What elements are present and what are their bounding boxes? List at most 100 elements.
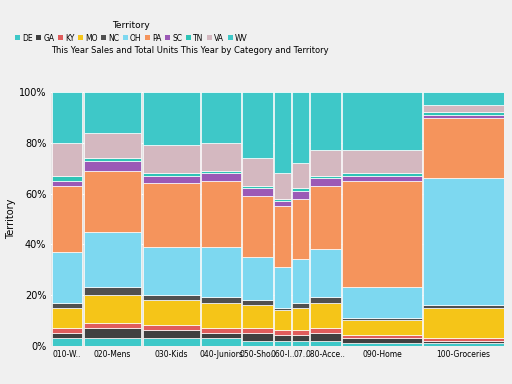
Bar (292, 260, 309, 303)
Bar (242, 305, 272, 328)
Bar (274, 341, 291, 346)
Bar (274, 267, 291, 308)
Bar (274, 336, 291, 341)
Bar (310, 151, 340, 176)
Bar (242, 300, 272, 305)
Bar (142, 176, 200, 184)
Bar (142, 184, 200, 247)
Bar (310, 176, 340, 178)
Bar (310, 186, 340, 249)
Bar (201, 338, 241, 346)
Bar (423, 308, 504, 338)
Bar (242, 328, 272, 333)
Bar (242, 196, 272, 257)
Bar (142, 146, 200, 173)
Bar (242, 189, 272, 196)
Bar (142, 338, 200, 346)
Bar (292, 341, 309, 346)
Bar (423, 113, 504, 115)
Legend: DE, GA, KY, MO, NC, OH, PA, SC, TN, VA, WV: DE, GA, KY, MO, NC, OH, PA, SC, TN, VA, … (14, 20, 248, 43)
Y-axis label: Territory: Territory (6, 199, 16, 239)
Bar (83, 158, 141, 161)
Bar (83, 133, 141, 158)
Text: This Year Sales and Total Units This Year by Category and Territory: This Year Sales and Total Units This Yea… (51, 46, 329, 55)
Bar (83, 171, 141, 232)
Bar (423, 343, 504, 346)
Bar (52, 186, 82, 252)
Bar (342, 92, 422, 151)
Bar (310, 92, 340, 151)
Bar (292, 303, 309, 308)
Bar (342, 287, 422, 318)
Bar (52, 303, 82, 308)
Bar (52, 338, 82, 346)
Bar (201, 333, 241, 338)
Bar (201, 298, 241, 303)
Bar (52, 328, 82, 333)
Bar (423, 118, 504, 178)
Bar (83, 323, 141, 328)
Bar (342, 343, 422, 346)
Bar (342, 176, 422, 181)
Bar (310, 333, 340, 341)
Bar (274, 206, 291, 267)
Bar (423, 92, 504, 105)
Bar (310, 298, 340, 303)
Bar (274, 199, 291, 201)
Bar (310, 249, 340, 298)
Bar (52, 176, 82, 181)
Bar (310, 303, 340, 328)
Bar (142, 300, 200, 325)
Bar (83, 161, 141, 171)
Bar (423, 341, 504, 343)
Bar (52, 252, 82, 303)
Bar (310, 178, 340, 186)
Bar (292, 336, 309, 341)
Bar (201, 143, 241, 171)
Bar (342, 338, 422, 343)
Bar (423, 305, 504, 308)
Bar (201, 303, 241, 328)
Bar (342, 181, 422, 287)
Bar (274, 308, 291, 310)
Bar (242, 257, 272, 300)
Bar (83, 232, 141, 287)
Bar (342, 336, 422, 338)
Bar (83, 338, 141, 346)
Bar (242, 158, 272, 186)
Bar (142, 325, 200, 330)
Bar (201, 173, 241, 181)
Bar (342, 173, 422, 176)
Bar (274, 330, 291, 336)
Bar (142, 295, 200, 300)
Bar (310, 328, 340, 333)
Bar (142, 330, 200, 338)
Bar (83, 295, 141, 323)
Bar (342, 318, 422, 320)
Bar (292, 199, 309, 260)
Bar (292, 308, 309, 330)
Bar (201, 247, 241, 298)
Bar (423, 115, 504, 118)
Bar (274, 92, 291, 173)
Bar (292, 330, 309, 336)
Bar (310, 341, 340, 346)
Bar (52, 308, 82, 328)
Bar (342, 320, 422, 336)
Bar (52, 333, 82, 338)
Bar (201, 92, 241, 143)
Bar (52, 181, 82, 186)
Bar (274, 173, 291, 199)
Bar (201, 328, 241, 333)
Bar (52, 143, 82, 176)
Bar (423, 105, 504, 113)
Bar (142, 92, 200, 146)
Bar (242, 186, 272, 189)
Bar (142, 247, 200, 295)
Bar (201, 171, 241, 173)
Bar (292, 189, 309, 191)
Bar (292, 163, 309, 189)
Bar (83, 287, 141, 295)
Bar (292, 92, 309, 163)
Bar (242, 333, 272, 341)
